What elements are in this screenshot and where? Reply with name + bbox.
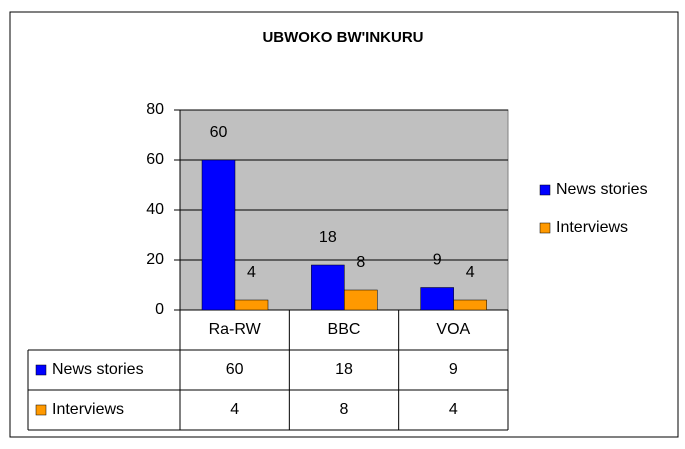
data-label: 18 [319, 229, 337, 246]
bar [234, 299, 269, 311]
table-header: VOA [436, 321, 470, 338]
y-tick-label: 0 [155, 301, 164, 318]
table-cell: 18 [335, 361, 353, 378]
table-key [35, 404, 47, 416]
bar [311, 264, 345, 311]
chart-title: UBWOKO BW'INKURU [262, 29, 423, 46]
table-cell: 4 [230, 401, 239, 418]
table-cell: 4 [449, 401, 458, 418]
bar [453, 299, 487, 311]
table-row-label: Interviews [52, 401, 124, 418]
table-cell: 8 [340, 401, 349, 418]
legend-key [539, 222, 551, 234]
table-row-label: News stories [52, 361, 144, 378]
table-cell: 9 [449, 361, 458, 378]
y-tick-label: 60 [146, 151, 164, 168]
table-header: Ra-RW [209, 321, 262, 338]
data-label: 60 [210, 124, 228, 141]
data-label: 9 [433, 252, 442, 269]
table-header: BBC [328, 321, 361, 338]
bar [420, 287, 454, 311]
bar [201, 159, 236, 311]
y-tick-label: 40 [146, 201, 164, 218]
data-label: 4 [247, 264, 256, 281]
legend-label: Interviews [556, 219, 628, 236]
data-label: 8 [356, 254, 365, 271]
bar [344, 289, 378, 311]
data-label: 4 [466, 264, 475, 281]
legend-label: News stories [556, 181, 648, 198]
chart-border [9, 11, 679, 438]
y-tick-label: 20 [146, 251, 164, 268]
table-cell: 60 [226, 361, 244, 378]
y-tick-label: 80 [146, 101, 164, 118]
table-key [35, 364, 47, 376]
legend-key [539, 184, 551, 196]
